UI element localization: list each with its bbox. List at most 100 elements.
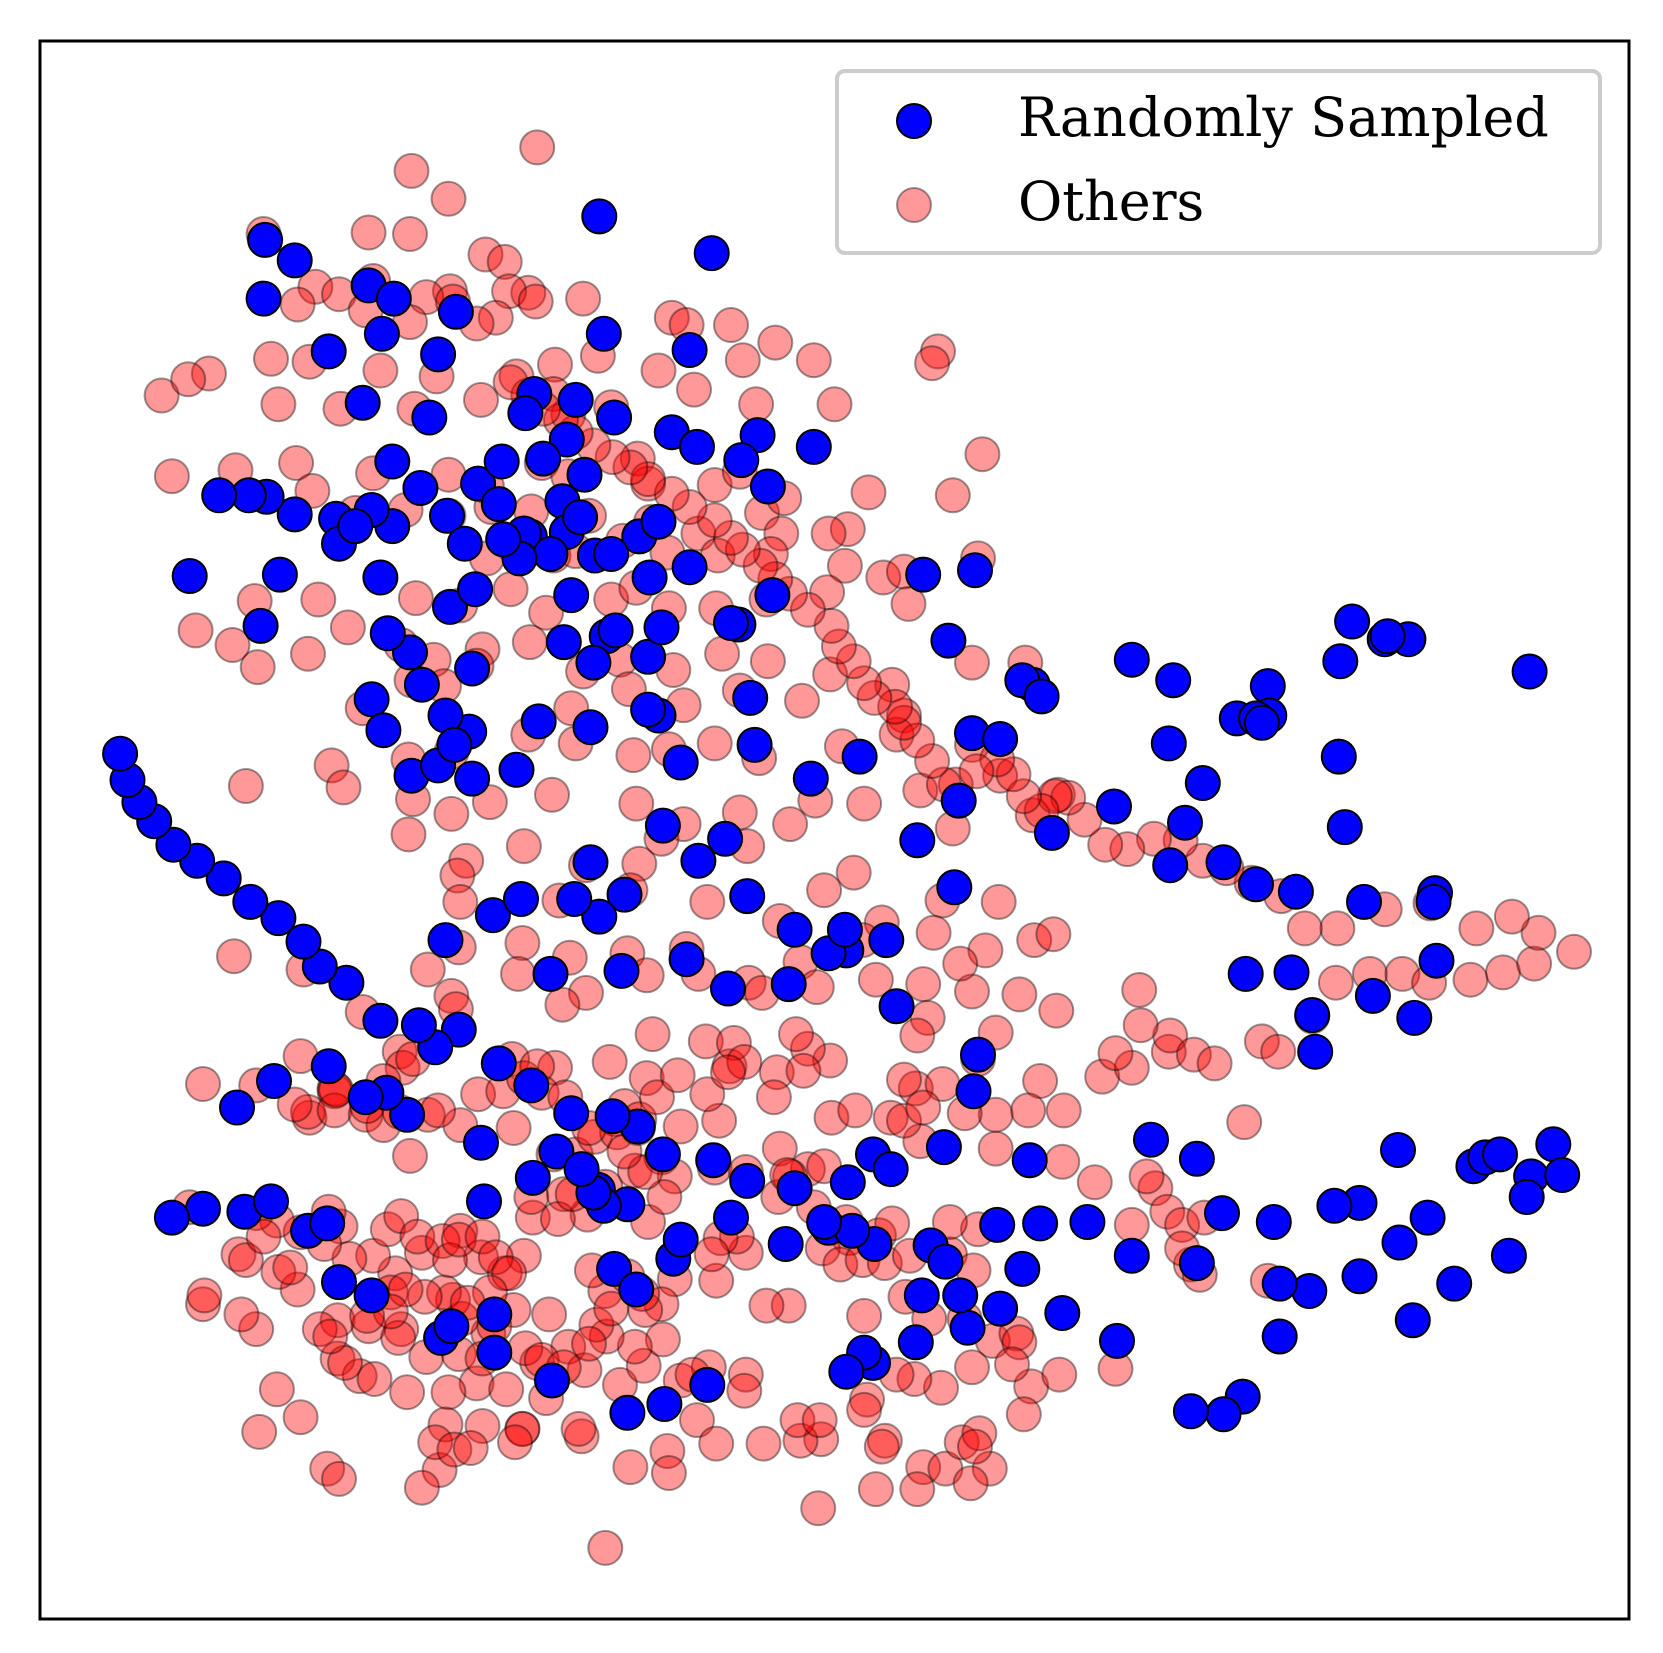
point-randomly-sampled (1535, 1126, 1572, 1163)
point-randomly-sampled (402, 470, 439, 506)
point-randomly-sampled (829, 1164, 866, 1201)
point-randomly-sampled (457, 571, 494, 608)
point-randomly-sampled (433, 1308, 470, 1345)
point-others (713, 519, 749, 556)
point-randomly-sampled (353, 681, 390, 718)
point-others (957, 1428, 993, 1465)
point-others (464, 1408, 501, 1444)
point-randomly-sampled (1409, 1199, 1446, 1236)
point-randomly-sampled (171, 558, 208, 594)
point-others (560, 1410, 597, 1447)
point-randomly-sampled (1150, 725, 1187, 762)
point-others (820, 628, 857, 665)
point-randomly-sampled (1172, 1393, 1209, 1430)
point-randomly-sampled (1178, 1140, 1215, 1177)
point-randomly-sampled (899, 822, 936, 859)
point-randomly-sampled (480, 1045, 517, 1082)
point-randomly-sampled (534, 1362, 570, 1399)
point-randomly-sampled (153, 1199, 190, 1236)
point-others (789, 591, 826, 628)
point-randomly-sampled (1167, 804, 1203, 841)
point-others (755, 1079, 792, 1116)
point-others (420, 1092, 457, 1129)
point-randomly-sampled (644, 1136, 681, 1173)
point-others (563, 1418, 600, 1455)
point-others (615, 737, 652, 774)
legend-marker-others (896, 187, 932, 223)
point-randomly-sampled (1418, 942, 1455, 979)
point-randomly-sampled (437, 293, 474, 330)
point-others (782, 1422, 819, 1459)
point-others (510, 274, 547, 311)
point-others (537, 346, 573, 383)
point-others (383, 1311, 420, 1348)
point-randomly-sampled (1155, 662, 1192, 699)
point-others (463, 381, 499, 418)
point-others (1113, 1049, 1150, 1086)
point-others (649, 1433, 686, 1469)
point-randomly-sampled (713, 605, 749, 641)
point-randomly-sampled (643, 609, 680, 646)
point-others (177, 612, 214, 649)
point-randomly-sampled (644, 807, 681, 844)
point-others (341, 1358, 378, 1395)
point-randomly-sampled (806, 1204, 843, 1240)
point-others (452, 1430, 489, 1466)
point-others (1010, 1092, 1047, 1129)
point-others (952, 1465, 989, 1502)
point-others (738, 386, 775, 423)
point-randomly-sampled (594, 1098, 631, 1135)
point-others (914, 345, 951, 382)
point-randomly-sampled (553, 577, 590, 614)
point-others (1084, 1058, 1121, 1095)
point-randomly-sampled (707, 820, 744, 857)
point-others (679, 1402, 715, 1439)
point-randomly-sampled (548, 421, 585, 458)
point-others (185, 1286, 221, 1323)
point-others (1016, 922, 1053, 959)
point-others (982, 757, 1019, 794)
point-others (850, 474, 887, 511)
point-randomly-sampled (446, 525, 483, 562)
point-randomly-sampled (671, 332, 708, 368)
point-randomly-sampled (1004, 1250, 1041, 1287)
point-randomly-sampled (276, 496, 313, 533)
point-others (899, 1017, 936, 1054)
point-others (214, 627, 251, 663)
point-randomly-sampled (374, 443, 411, 480)
point-randomly-sampled (630, 638, 667, 675)
point-others (701, 1102, 738, 1139)
point-others (779, 1402, 816, 1439)
point-others (1039, 776, 1076, 813)
point-randomly-sampled (256, 1063, 292, 1099)
point-randomly-sampled (513, 1067, 550, 1104)
point-others (321, 1460, 357, 1497)
point-others (458, 1365, 495, 1402)
point-others (381, 1033, 418, 1070)
point-others (495, 1110, 532, 1146)
point-randomly-sampled (736, 726, 773, 763)
point-randomly-sampled (362, 559, 399, 596)
point-others (511, 624, 548, 661)
point-others (886, 704, 922, 741)
point-others (442, 1212, 479, 1249)
point-randomly-sampled (739, 417, 776, 454)
point-randomly-sampled (1381, 1224, 1418, 1261)
plot-area (38, 39, 1631, 1621)
point-others (713, 307, 749, 343)
point-randomly-sampled (662, 1221, 699, 1258)
point-others (272, 1249, 309, 1286)
point-others (1152, 1017, 1189, 1054)
point-others (785, 1052, 822, 1089)
point-randomly-sampled (979, 1206, 1016, 1243)
point-randomly-sampled (1326, 809, 1363, 846)
point-randomly-sampled (321, 1264, 357, 1301)
point-randomly-sampled (631, 559, 668, 596)
point-others (301, 1311, 338, 1348)
point-randomly-sampled (689, 1366, 726, 1403)
point-randomly-sampled (1436, 1265, 1473, 1302)
point-others (486, 243, 523, 280)
point-randomly-sampled (1511, 653, 1548, 690)
point-randomly-sampled (729, 878, 766, 915)
